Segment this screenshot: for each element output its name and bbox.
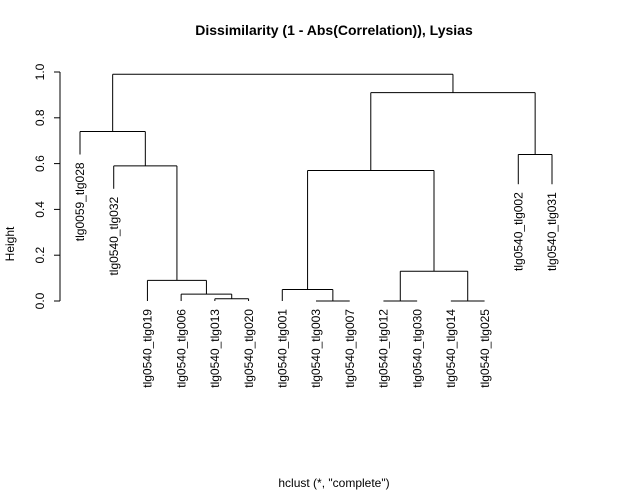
leaf-label: tlg0540_tlg003 <box>309 309 323 388</box>
leaf-label: tlg0059_tlg028 <box>73 162 87 241</box>
leaf-label: tlg0540_tlg012 <box>377 309 391 388</box>
leaf-label: tlg0540_tlg002 <box>511 192 525 271</box>
leaf-label: tlg0540_tlg030 <box>410 309 424 388</box>
y-tick-label: 0.2 <box>33 247 47 264</box>
leaf-label: tlg0540_tlg020 <box>242 309 256 388</box>
leaf-label: tlg0540_tlg031 <box>545 192 559 271</box>
chart-title: Dissimilarity (1 - Abs(Correlation)), Ly… <box>195 22 473 38</box>
leaf-label: tlg0540_tlg019 <box>141 309 155 388</box>
leaf-label: tlg0540_tlg014 <box>444 309 458 388</box>
leaf-label: tlg0540_tlg007 <box>343 309 357 388</box>
y-tick-label: 1.0 <box>33 63 47 80</box>
y-axis-label: Height <box>3 226 17 261</box>
y-tick-label: 0.0 <box>33 292 47 309</box>
leaf-label: tlg0540_tlg006 <box>174 309 188 388</box>
y-axis: 0.0 0.2 0.4 0.6 0.8 1.0 <box>33 63 61 309</box>
leaf-label: tlg0540_tlg001 <box>275 309 289 388</box>
y-tick-label: 0.6 <box>33 155 47 172</box>
dendrogram-branches <box>79 73 553 302</box>
leaf-label: tlg0540_tlg013 <box>208 309 222 388</box>
x-axis-label: hclust (*, "complete") <box>278 476 389 490</box>
leaf-label: tlg0540_tlg025 <box>478 309 492 388</box>
y-tick-label: 0.4 <box>33 201 47 218</box>
y-tick-label: 0.8 <box>33 109 47 126</box>
leaf-labels: tlg0059_tlg028 tlg0540_tlg032 tlg0540_tlg0… <box>73 162 559 388</box>
leaf-label: tlg0540_tlg032 <box>107 196 121 275</box>
